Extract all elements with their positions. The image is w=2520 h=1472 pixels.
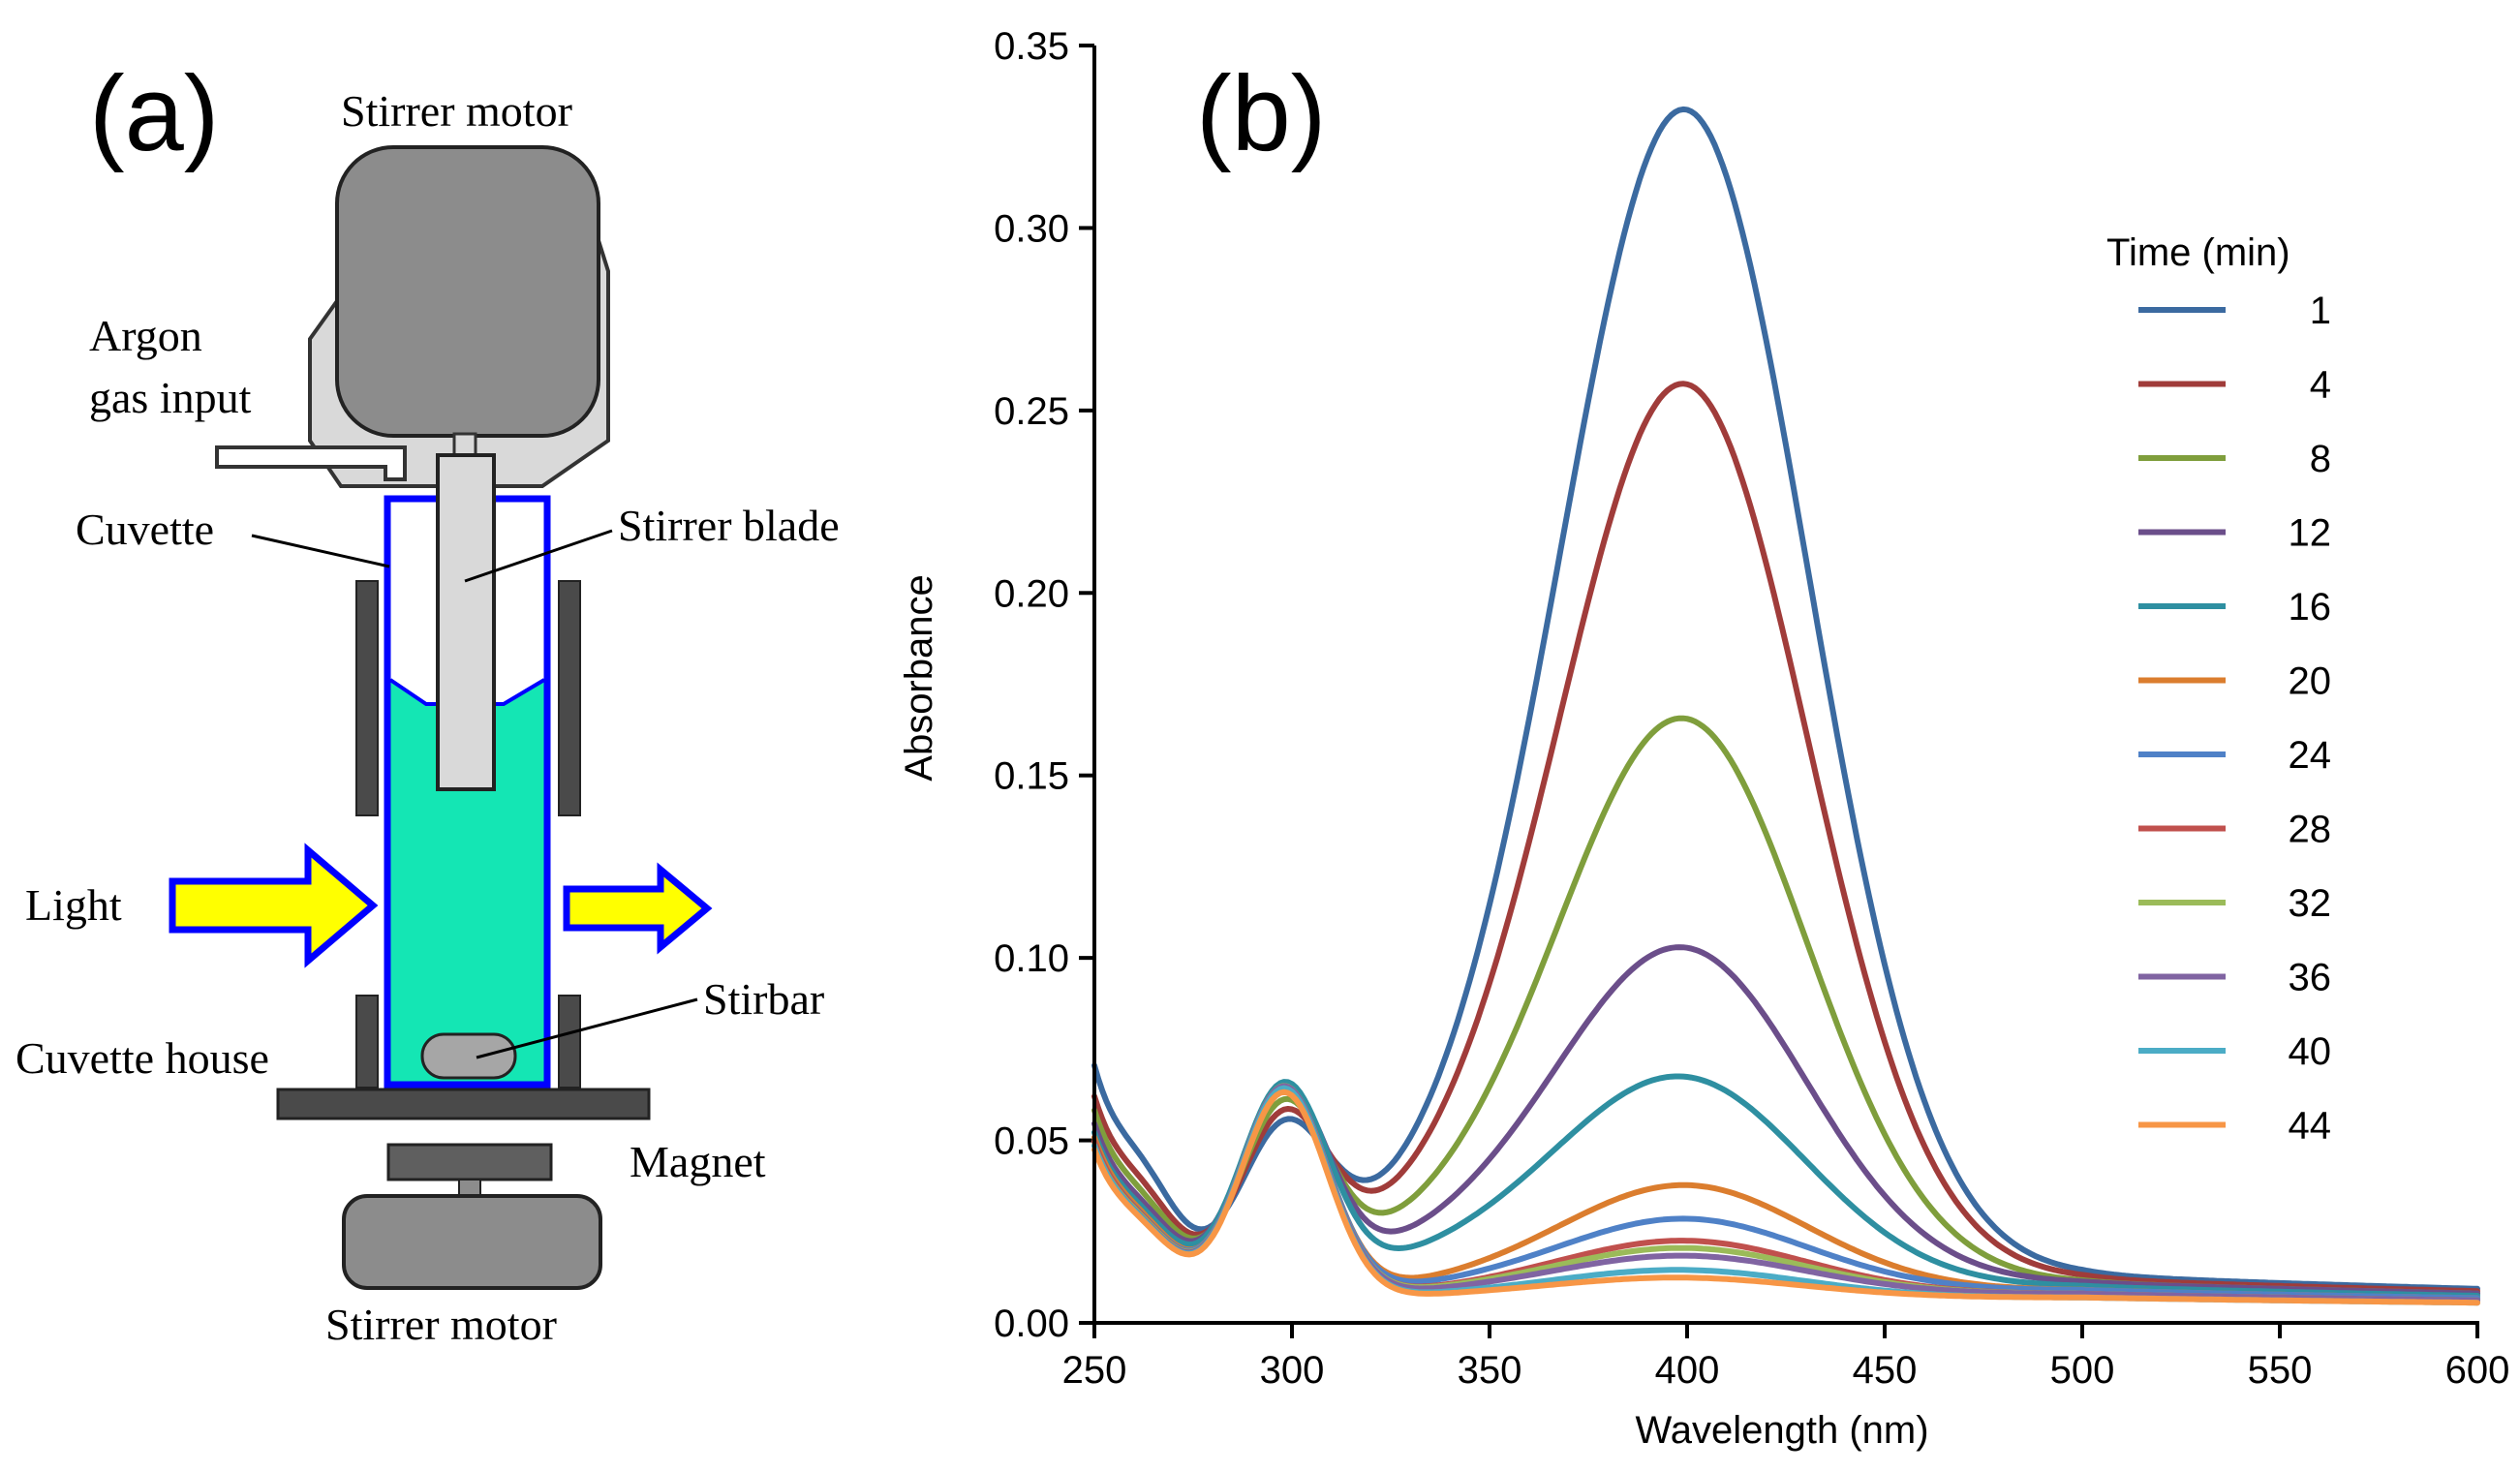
- y-tick-label: 0.35: [994, 25, 1069, 68]
- light-arrow-out: [563, 862, 713, 955]
- argon-gas-tube: [215, 445, 407, 481]
- x-axis-ticks: 250 300 350 400 450 500 550 600: [1062, 1323, 2510, 1392]
- x-tick-label: 550: [2248, 1349, 2313, 1392]
- label-argon: Argon: [89, 311, 202, 360]
- series-line-8: [1091, 715, 2480, 1297]
- panel-b-label: (b): [1196, 54, 1326, 173]
- label-stirrer-motor-bottom: Stirrer motor: [325, 1300, 557, 1349]
- label-gas-input: gas input: [89, 373, 252, 422]
- x-tick-label: 250: [1062, 1349, 1127, 1392]
- cuvette-liquid: [390, 680, 544, 1082]
- light-arrow-in: [169, 843, 379, 968]
- x-tick-label: 350: [1458, 1349, 1522, 1392]
- cuvette-house-bar-left-top: [355, 580, 379, 816]
- y-axis-label: Absorbance: [898, 574, 940, 781]
- panel-a-label: (a): [89, 54, 219, 173]
- legend: 1 4 8 12 16 20 24 28 32 36 40 44: [2138, 290, 2331, 1148]
- base-plate: [276, 1088, 651, 1120]
- label-stirbar: Stirbar: [703, 974, 824, 1024]
- y-axis-ticks: 0.00 0.05 0.10 0.15 0.20 0.25 0.30 0.35: [994, 25, 1094, 1345]
- y-tick-label: 0.00: [994, 1303, 1069, 1345]
- cuvette-house-bar-right-top: [558, 580, 581, 816]
- y-tick-label: 0.25: [994, 390, 1069, 433]
- x-tick-label: 450: [1853, 1349, 1918, 1392]
- x-axis-label: Wavelength (nm): [1635, 1409, 1928, 1452]
- legend-label-40: 40: [2289, 1030, 2332, 1073]
- y-tick-label: 0.30: [994, 207, 1069, 250]
- legend-title: Time (min): [2106, 231, 2290, 274]
- stirbar: [420, 1032, 517, 1080]
- x-tick-label: 300: [1260, 1349, 1325, 1392]
- series-line-16: [1091, 1073, 2480, 1299]
- legend-label-44: 44: [2289, 1105, 2332, 1148]
- label-magnet: Magnet: [630, 1137, 766, 1186]
- apparatus-diagram: (a): [15, 54, 840, 1349]
- cuvette-leader-line: [251, 534, 390, 568]
- x-tick-label: 600: [2445, 1349, 2510, 1392]
- legend-label-4: 4: [2310, 364, 2331, 407]
- legend-label-8: 8: [2310, 438, 2331, 480]
- absorbance-chart: (b) 0.00 0.05 0.10 0.15 0.20 0.25 0.30 0.35 250…: [898, 25, 2509, 1452]
- series-line-4: [1091, 381, 2480, 1295]
- label-light: Light: [25, 880, 122, 930]
- legend-label-24: 24: [2289, 734, 2332, 777]
- magnet: [386, 1143, 553, 1181]
- y-tick-label: 0.15: [994, 755, 1069, 798]
- y-tick-label: 0.05: [994, 1120, 1069, 1163]
- label-cuvette-house: Cuvette house: [15, 1033, 269, 1083]
- legend-label-36: 36: [2289, 957, 2332, 999]
- label-cuvette: Cuvette: [76, 505, 214, 554]
- x-tick-label: 500: [2050, 1349, 2115, 1392]
- label-stirrer-motor-top: Stirrer motor: [341, 86, 572, 136]
- cuvette-house-bar-left-bottom: [355, 995, 379, 1089]
- x-tick-label: 400: [1655, 1349, 1720, 1392]
- stirrer-motor-bottom: [342, 1194, 602, 1290]
- stirrer-blade: [436, 453, 496, 791]
- y-tick-label: 0.20: [994, 572, 1069, 615]
- series-line-44: [1091, 1089, 2480, 1306]
- y-tick-label: 0.10: [994, 937, 1069, 980]
- stirbar-leader-line: [476, 997, 698, 1059]
- label-stirrer-blade: Stirrer blade: [618, 501, 840, 550]
- legend-label-1: 1: [2310, 290, 2331, 332]
- stirrer-motor-top: [335, 145, 600, 438]
- legend-label-28: 28: [2289, 809, 2332, 851]
- legend-label-32: 32: [2289, 882, 2332, 925]
- series-lines: [1091, 106, 2480, 1306]
- stirrer-blade-leader-line: [464, 529, 613, 583]
- legend-label-16: 16: [2289, 586, 2332, 629]
- cuvette-house-bar-right-bottom: [558, 995, 581, 1089]
- legend-label-12: 12: [2289, 512, 2332, 555]
- legend-label-20: 20: [2289, 660, 2332, 703]
